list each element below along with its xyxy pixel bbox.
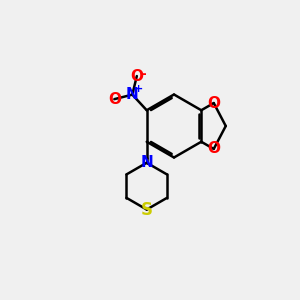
Text: +: + — [134, 84, 143, 94]
Text: O: O — [130, 69, 143, 84]
Text: O: O — [207, 95, 220, 111]
Text: -: - — [140, 67, 146, 81]
Text: S: S — [141, 201, 153, 218]
Text: N: N — [126, 87, 139, 102]
Text: O: O — [108, 92, 121, 107]
Text: O: O — [207, 141, 220, 156]
Text: N: N — [140, 155, 153, 170]
